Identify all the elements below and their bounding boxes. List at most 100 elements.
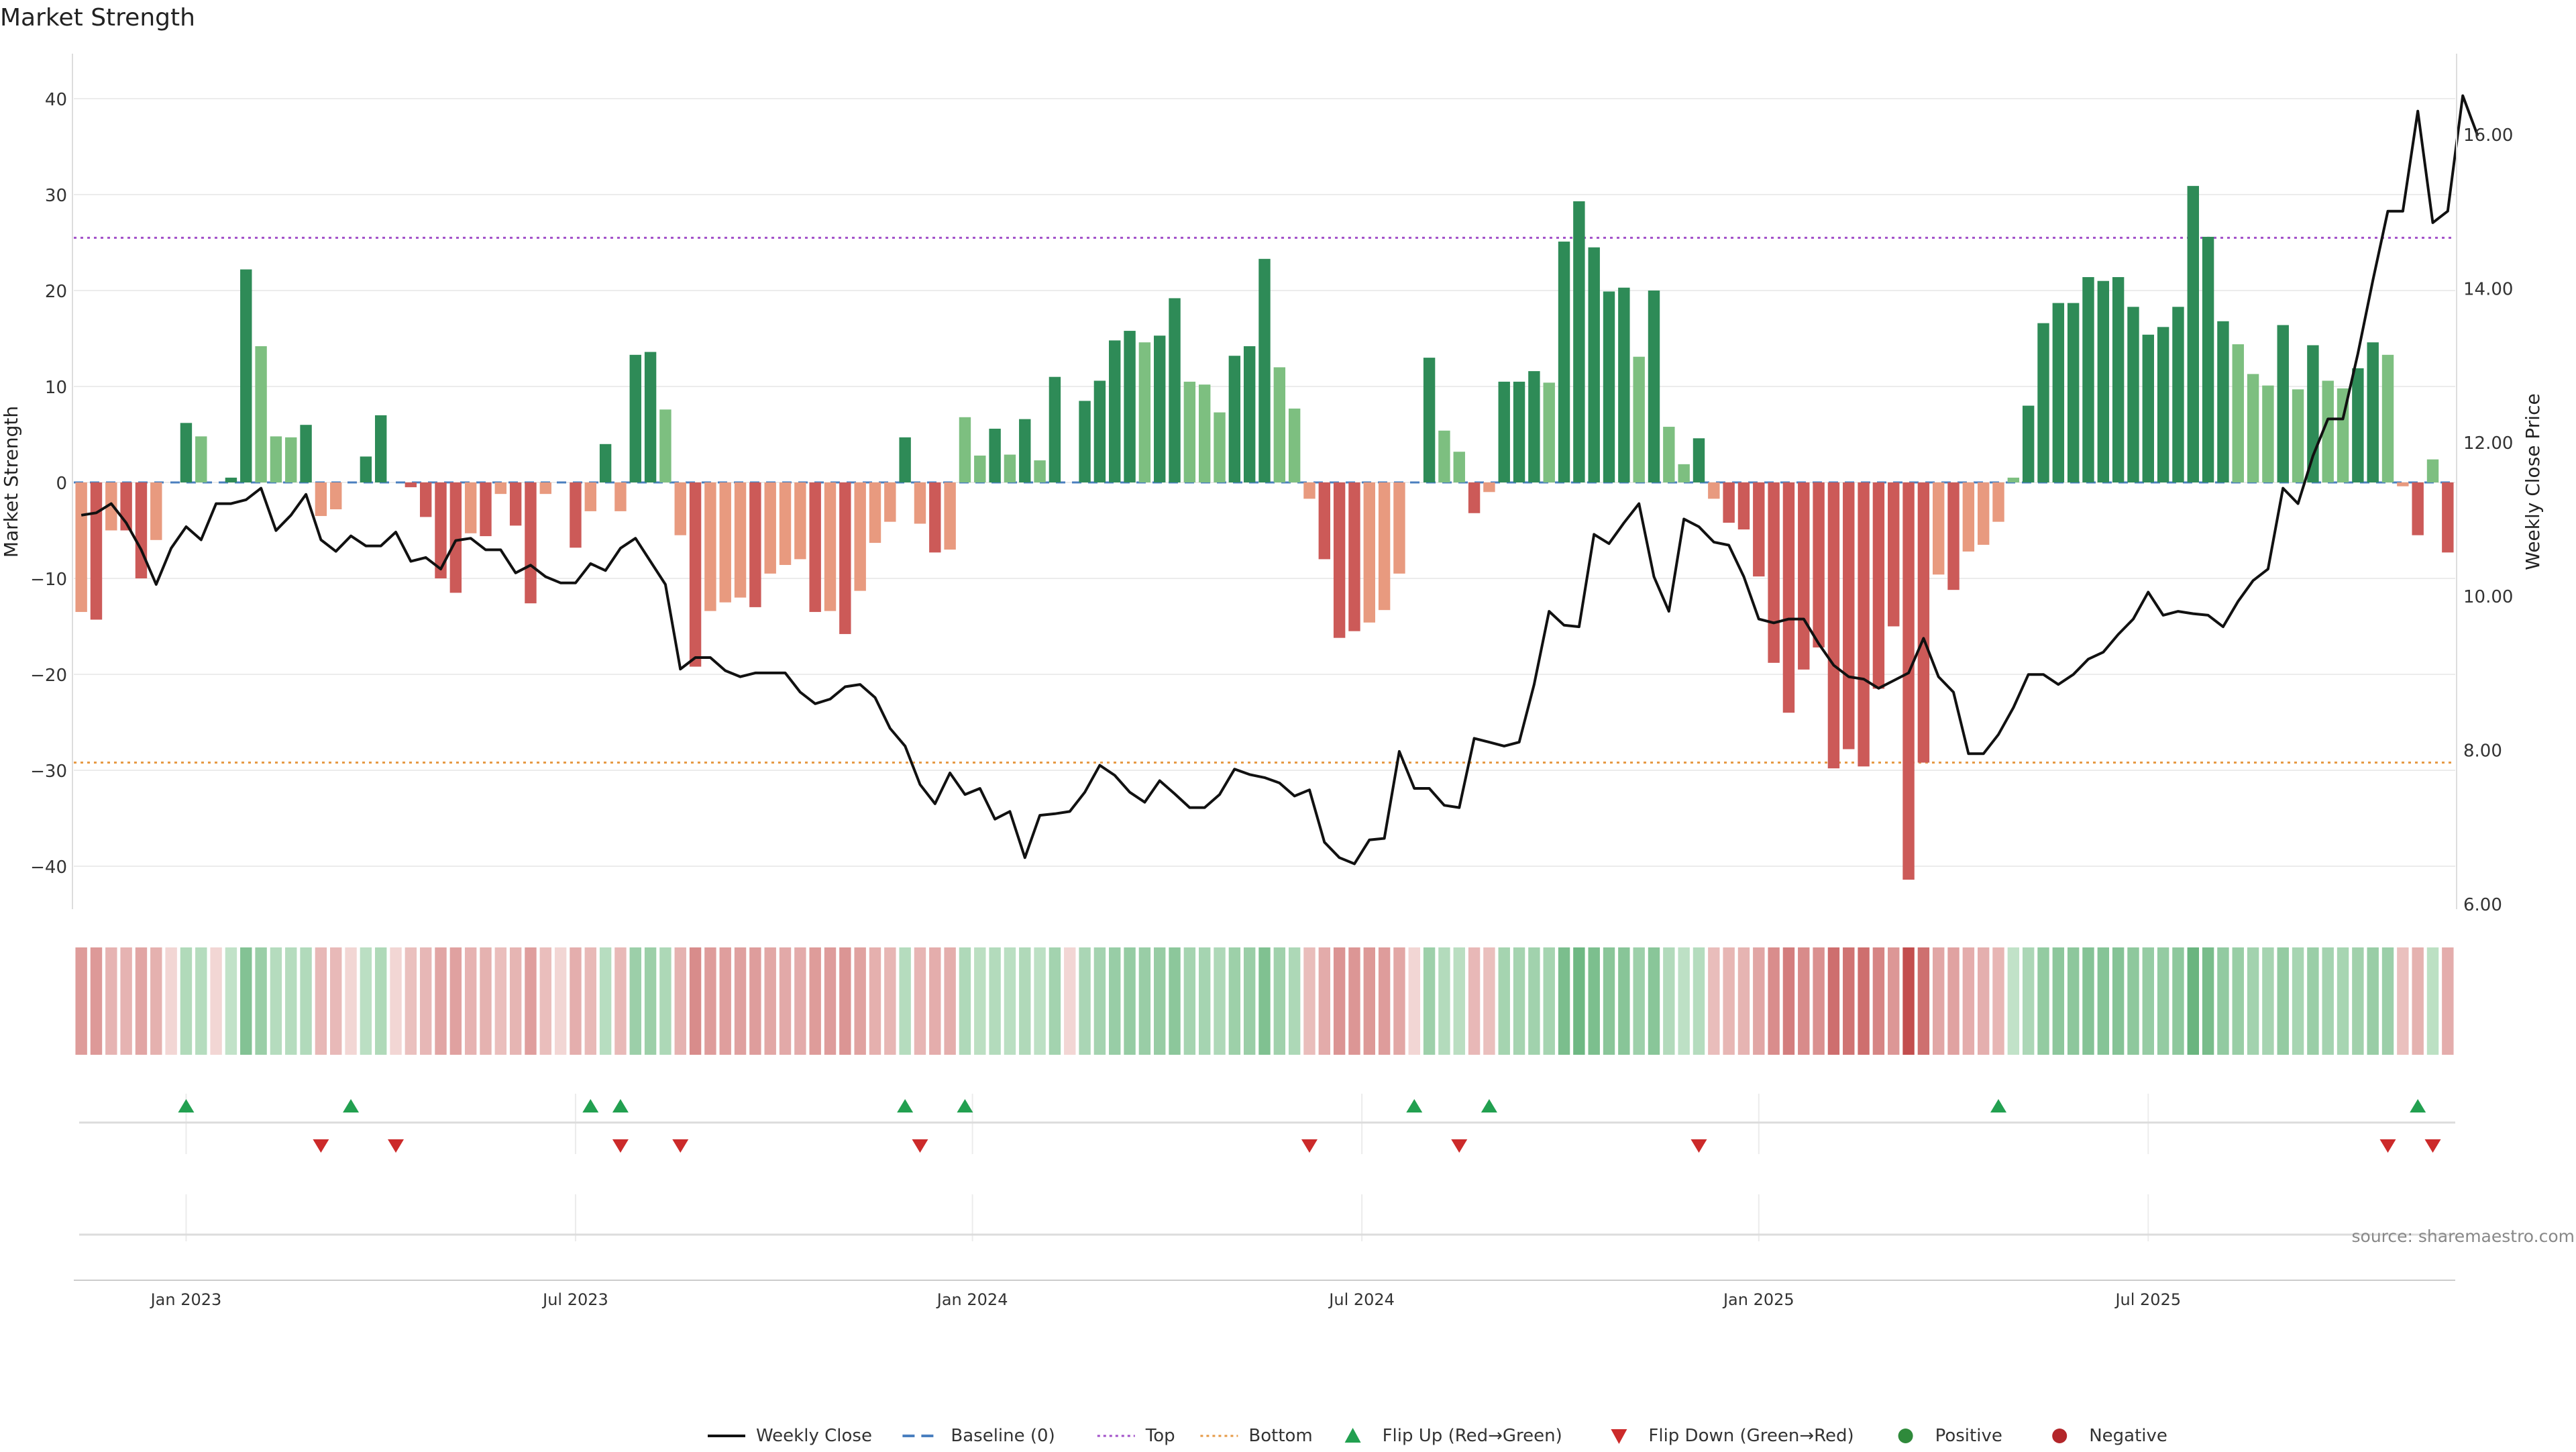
strength-bar (1423, 358, 1436, 482)
strength-bar (2352, 368, 2364, 482)
heat-cell (1737, 947, 1750, 1055)
strength-bar (1214, 412, 1226, 482)
strength-bar (374, 415, 387, 482)
heat-cell (1333, 947, 1346, 1055)
heat-cell (2232, 947, 2244, 1055)
legend: Weekly Close Baseline (0) Top Bottom Flip Up… (708, 1426, 2167, 1446)
strength-bar (2292, 389, 2304, 482)
strength-bar (1034, 460, 1046, 482)
strength-bar (1843, 482, 1855, 749)
legend-circle-icon (1898, 1429, 1913, 1443)
heat-cell (2426, 947, 2439, 1055)
x-tick-label: Jan 2024 (936, 1290, 1008, 1309)
strength-bar (2172, 307, 2184, 482)
heat-cell (120, 947, 132, 1055)
strength-bar (689, 482, 702, 667)
heat-cell (554, 947, 567, 1055)
heat-strip (75, 947, 2454, 1055)
strength-bar (1243, 346, 1256, 482)
strength-bar (2442, 482, 2454, 553)
strength-bar (1138, 342, 1151, 482)
heat-cell (1034, 947, 1046, 1055)
heat-cell (1663, 947, 1675, 1055)
heat-cell (584, 947, 596, 1055)
heat-cell (1603, 947, 1615, 1055)
heat-cell (1917, 947, 1930, 1055)
heat-cell (345, 947, 357, 1055)
heat-cell (2247, 947, 2259, 1055)
heat-cell (764, 947, 776, 1055)
heat-cell (884, 947, 896, 1055)
heat-cell (390, 947, 402, 1055)
strength-bar (794, 482, 806, 560)
heat-cell (749, 947, 761, 1055)
strength-bar (959, 417, 971, 482)
heat-cell (2142, 947, 2155, 1055)
y-tick-label: 10 (45, 378, 67, 398)
legend-flip-down-icon (1611, 1429, 1627, 1444)
strength-bar (2202, 236, 2214, 482)
strength-bar (1258, 258, 1271, 482)
strength-bar (779, 482, 792, 565)
heat-cell (1618, 947, 1630, 1055)
heat-cell (1798, 947, 1810, 1055)
legend-label: Bottom (1248, 1426, 1312, 1446)
strength-bar (494, 482, 507, 495)
strength-bar (240, 269, 252, 482)
strength-bar (1917, 482, 1930, 763)
strength-bar (2217, 321, 2229, 482)
flip-down-marker (388, 1139, 405, 1153)
flip-down-marker (612, 1139, 629, 1153)
heat-cell (974, 947, 986, 1055)
heat-cell (1648, 947, 1660, 1055)
flip-up-marker (343, 1099, 360, 1112)
heat-cell (1588, 947, 1600, 1055)
heat-cell (1408, 947, 1420, 1055)
strength-bar (1782, 482, 1795, 713)
heat-cell (914, 947, 926, 1055)
flip-up-marker (1990, 1099, 2007, 1112)
heat-cell (674, 947, 686, 1055)
flip-down-marker (1301, 1139, 1318, 1153)
heat-cell (105, 947, 117, 1055)
strength-bar (1888, 482, 1900, 627)
strength-bar (1768, 482, 1780, 663)
heat-cell (944, 947, 956, 1055)
heat-cell (824, 947, 837, 1055)
y2-tick-label: 16.00 (2463, 125, 2513, 146)
strength-bar (1333, 482, 1346, 638)
heat-cell (599, 947, 612, 1055)
strength-bar (2381, 354, 2394, 482)
y2-tick-label: 12.00 (2463, 433, 2513, 454)
strength-bar (2426, 459, 2439, 482)
strength-bar (584, 482, 596, 511)
strength-bar (1693, 438, 1705, 482)
strength-bar (2052, 303, 2065, 482)
flip-up-marker (897, 1099, 914, 1112)
heat-cell (2381, 947, 2394, 1055)
heat-cell (150, 947, 162, 1055)
y-tick-label: −40 (30, 858, 67, 878)
strength-bar (2187, 186, 2199, 482)
heat-cell (1858, 947, 1870, 1055)
flip-down-marker (2379, 1139, 2396, 1153)
heat-cell (1573, 947, 1585, 1055)
x-tick-label: Jan 2025 (1722, 1290, 1794, 1309)
heat-cell (1318, 947, 1331, 1055)
heat-cell (1558, 947, 1570, 1055)
heat-cell (1468, 947, 1481, 1055)
strength-bar (2142, 334, 2155, 482)
heat-cell (255, 947, 267, 1055)
strength-bar (1154, 335, 1166, 482)
heat-cell (839, 947, 851, 1055)
strength-bar (2112, 276, 2125, 482)
heat-cell (689, 947, 702, 1055)
strength-bar (944, 482, 956, 550)
heat-cell (734, 947, 747, 1055)
strength-bar (1303, 482, 1316, 499)
strength-bar (2037, 323, 2049, 482)
heat-cell (2172, 947, 2184, 1055)
heat-cell (225, 947, 237, 1055)
weekly-close-layer (80, 94, 2479, 866)
heat-cell (1768, 947, 1780, 1055)
